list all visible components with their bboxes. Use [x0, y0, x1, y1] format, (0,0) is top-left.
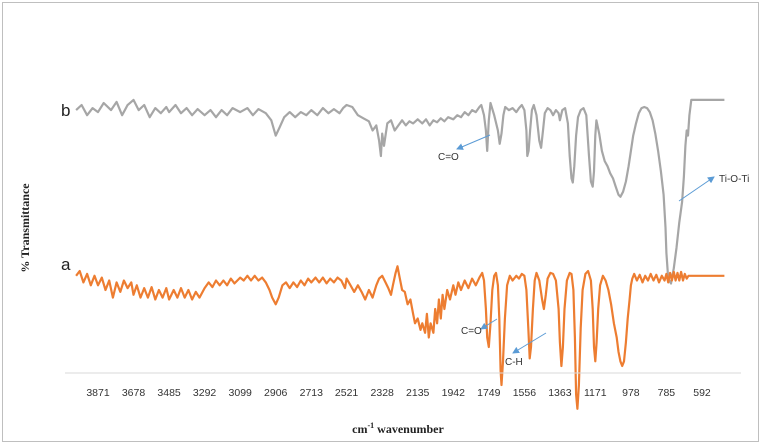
x-tick-label: 1171	[584, 387, 607, 399]
annotation-label: C=O	[461, 326, 482, 337]
chart-frame: C=O Ti-O-Ti C=O C-H 3871 3678 3485 3292 3099 290…	[2, 2, 759, 442]
ftir-line-chart: C=O Ti-O-Ti C=O C-H 3871 3678 3485 3292 3099 290…	[18, 98, 749, 436]
x-tick-label: 1942	[442, 387, 466, 399]
series-label-b: b	[61, 101, 70, 120]
x-tick-label: 2328	[371, 387, 395, 399]
x-tick-label: 3099	[229, 387, 253, 399]
annotation-layer: C=O Ti-O-Ti C=O C-H	[438, 134, 749, 368]
x-tick-label: 1556	[513, 387, 537, 399]
series-label-a: a	[61, 255, 71, 274]
x-axis-label: cm-1 wavenumber	[352, 421, 444, 436]
x-tick-label: 1363	[548, 387, 572, 399]
x-tick-label: 785	[658, 387, 676, 399]
annotation-label: Ti-O-Ti	[719, 174, 749, 185]
annotation-arrow	[512, 332, 547, 354]
x-tick-label: 2521	[335, 387, 359, 399]
annotation-label: C=O	[438, 152, 459, 163]
x-tick-label: 3871	[86, 387, 110, 399]
x-tick-labels: 3871 3678 3485 3292 3099 2906 2713 2521 2328 2135…	[86, 387, 711, 399]
x-tick-label: 2906	[264, 387, 288, 399]
series-line-b	[75, 98, 725, 285]
series-line-a	[75, 265, 725, 410]
annotation-arrow	[480, 318, 498, 330]
x-tick-label: 2135	[406, 387, 430, 399]
y-axis-label: % Transmittance	[18, 183, 32, 273]
x-axis-label-unit: cm	[352, 422, 367, 436]
annotation-arrow	[456, 134, 491, 150]
x-tick-label: 978	[622, 387, 640, 399]
x-axis-label-exponent: -1	[367, 421, 374, 430]
annotation-label: C-H	[505, 357, 523, 368]
x-tick-label: 3485	[157, 387, 181, 399]
x-tick-label: 3678	[122, 387, 146, 399]
x-tick-label: 3292	[193, 387, 217, 399]
x-tick-label: 2713	[300, 387, 324, 399]
series-layer	[75, 98, 725, 410]
x-axis-label-rest: wavenumber	[374, 422, 444, 436]
annotation-arrow	[678, 176, 715, 202]
x-tick-label: 592	[693, 387, 711, 399]
x-tick-label: 1749	[477, 387, 501, 399]
